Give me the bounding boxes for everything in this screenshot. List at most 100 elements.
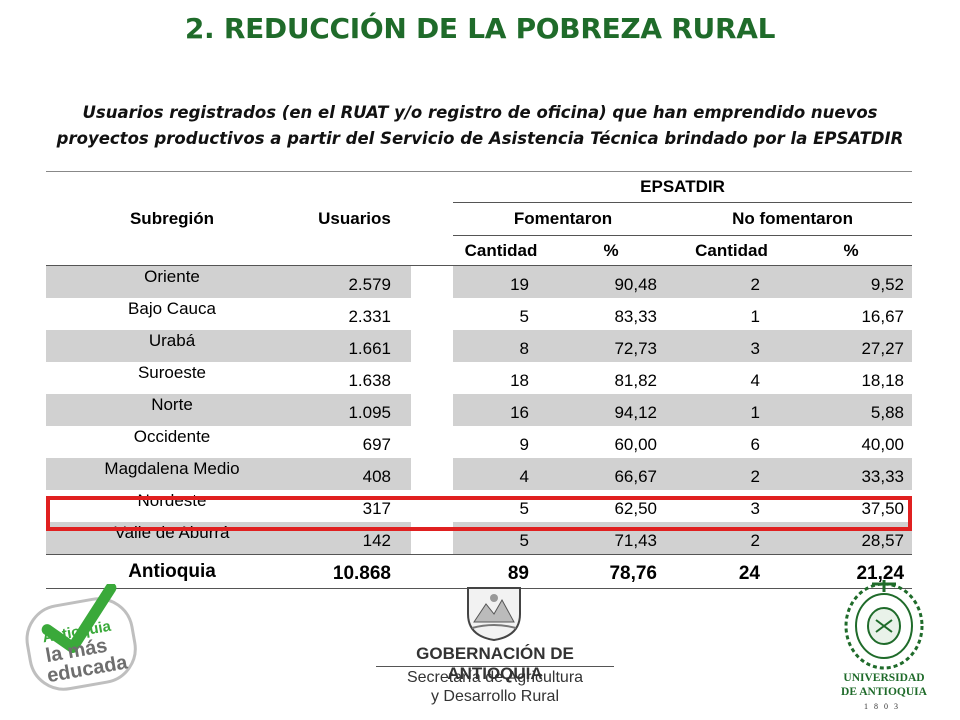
cell-subregion: Oriente — [46, 265, 298, 298]
cell-nofom-pct: 5,88 — [790, 394, 913, 426]
cell-usuarios: 1.661 — [298, 330, 411, 362]
gobernacion-rule — [376, 666, 614, 667]
table-row: Urabá 1.661 8 72,73 3 27,27 — [46, 330, 913, 362]
cell-fom-cantidad: 18 — [510, 371, 529, 390]
cell-subregion: Magdalena Medio — [46, 458, 298, 490]
caption-line-2: proyectos productivos a partir del Servi… — [56, 129, 904, 148]
udea-logo: UNIVERSIDAD DE ANTIOQUIA 1803 — [828, 576, 940, 716]
cell-fom-pct: 78,76 — [549, 554, 673, 589]
header-nofom-cantidad: Cantidad — [673, 235, 790, 266]
cell-fom-cantidad: 5 — [453, 522, 549, 555]
cell-fom-pct: 72,73 — [549, 330, 673, 362]
table-row: Bajo Cauca 2.331 5 83,33 1 16,67 — [46, 298, 912, 330]
cell-usuarios: 142 — [298, 522, 411, 555]
cell-gap — [411, 458, 453, 490]
cell-subregion: Nordeste — [137, 491, 207, 510]
udea-name-2: DE ANTIOQUIA — [841, 686, 927, 698]
cell-gap — [411, 522, 453, 555]
udea-year: 1803 — [864, 702, 904, 711]
cell-usuarios: 408 — [298, 458, 411, 490]
slide-title: 2. REDUCCIÓN DE LA POBREZA RURAL — [184, 12, 776, 45]
cell-gap — [411, 265, 453, 298]
table-row: Valle de Aburrá 142 5 71,43 2 28,57 — [46, 522, 913, 555]
header-no-fomentaron: No fomentaron — [673, 202, 913, 236]
cell-fom-cantidad: 19 — [453, 265, 549, 298]
gobernacion-name: GOBERNACIÓN DE ANTIOQUIA — [416, 644, 574, 683]
cell-nofom-pct: 27,27 — [790, 330, 913, 362]
data-table: Subregión Usuarios EPSATDIR Fomentaron N… — [46, 171, 913, 589]
table-row: Occidente 697 9 60,00 6 40,00 — [46, 426, 912, 458]
cell-usuarios: 317 — [362, 499, 391, 518]
udea-name-1: UNIVERSIDAD — [843, 672, 925, 684]
cell-nofom-cantidad: 2 — [673, 265, 790, 298]
cell-fom-pct: 66,67 — [549, 458, 673, 490]
cell-fom-pct: 81,82 — [614, 371, 657, 390]
cell-fom-cantidad: 5 — [519, 307, 529, 326]
table-row: Oriente 2.579 19 90,48 2 9,52 — [46, 265, 913, 298]
cell-nofom-pct: 18,18 — [861, 371, 905, 390]
cell-nofom-cantidad: 2 — [673, 522, 790, 555]
cell-nofom-cantidad: 24 — [673, 554, 790, 589]
cell-usuarios: 2.579 — [298, 265, 411, 298]
cell-fom-pct: 62,50 — [614, 499, 657, 518]
cell-subregion: Urabá — [46, 330, 298, 362]
cell-nofom-pct: 33,33 — [790, 458, 913, 490]
header-usuarios: Usuarios — [298, 171, 411, 266]
cell-usuarios: 1.638 — [348, 371, 391, 390]
antioquia-educada-logo: Antioquia la más educada — [20, 582, 142, 702]
gobernacion-sub2: y Desarrollo Rural — [430, 688, 560, 705]
gobernacion-sub1: Secretaría de Agricultura — [406, 669, 584, 686]
cell-fom-cantidad: 9 — [519, 435, 529, 454]
cell-gap — [411, 426, 453, 458]
header-gap — [411, 171, 453, 266]
cell-nofom-cantidad: 3 — [750, 499, 760, 518]
table-row: Norte 1.095 16 94,12 1 5,88 — [46, 394, 913, 426]
cell-subregion: Occidente — [133, 427, 211, 446]
cell-nofom-cantidad: 2 — [673, 458, 790, 490]
cell-usuarios: 10.868 — [298, 554, 411, 589]
cell-fom-pct: 71,43 — [549, 522, 673, 555]
table-caption: Usuarios registrados (en el RUAT y/o reg… — [20, 100, 940, 152]
cell-gap — [411, 330, 453, 362]
cell-nofom-pct: 28,57 — [790, 522, 913, 555]
cell-gap — [411, 490, 453, 522]
table-row: Magdalena Medio 408 4 66,67 2 33,33 — [46, 458, 913, 490]
cell-fom-pct: 60,00 — [614, 435, 657, 454]
cell-subregion: Valle de Aburrá — [46, 522, 298, 555]
cell-subregion: Bajo Cauca — [128, 299, 216, 318]
cell-nofom-pct: 16,67 — [861, 307, 905, 326]
cell-gap — [411, 554, 453, 589]
cell-nofom-cantidad: 3 — [673, 330, 790, 362]
cell-nofom-cantidad: 6 — [750, 435, 760, 454]
total-row: Antioquia 10.868 89 78,76 24 21,24 — [46, 554, 913, 589]
cell-gap — [411, 362, 453, 394]
cell-fom-pct: 90,48 — [549, 265, 673, 298]
header-fom-cantidad: Cantidad — [453, 235, 549, 266]
gobernacion-logo: GOBERNACIÓN DE ANTIOQUIA Secretaría de A… — [370, 574, 620, 705]
cell-subregion: Antioquia — [46, 554, 298, 589]
cell-nofom-pct: 37,50 — [861, 499, 905, 518]
cell-nofom-cantidad: 1 — [673, 394, 790, 426]
header-subregion: Subregión — [46, 171, 298, 266]
udea-seal-icon — [844, 580, 924, 670]
cell-nofom-cantidad: 4 — [750, 371, 760, 390]
cell-fom-cantidad: 16 — [453, 394, 549, 426]
cell-nofom-pct: 21,24 — [790, 554, 913, 589]
cell-usuarios: 2.331 — [348, 307, 391, 326]
cell-fom-cantidad: 8 — [453, 330, 549, 362]
table-container: Subregión Usuarios EPSATDIR Fomentaron N… — [46, 171, 913, 589]
table-body: Oriente 2.579 19 90,48 2 9,52 Bajo Cauca 2.331 5… — [46, 265, 913, 589]
cell-nofom-pct: 40,00 — [861, 435, 905, 454]
cell-fom-cantidad: 4 — [453, 458, 549, 490]
cell-nofom-pct: 9,52 — [790, 265, 913, 298]
coat-of-arms-icon — [467, 587, 521, 642]
cell-fom-cantidad: 5 — [519, 499, 529, 518]
cell-fom-pct: 94,12 — [549, 394, 673, 426]
header-nofom-pct: % — [790, 235, 913, 266]
header-fom-pct: % — [549, 235, 673, 266]
cell-subregion: Suroeste — [137, 363, 207, 382]
cell-nofom-cantidad: 1 — [750, 307, 760, 326]
header-epsatdir: EPSATDIR — [453, 171, 913, 203]
caption-line-1: Usuarios registrados (en el RUAT y/o reg… — [82, 103, 878, 122]
cell-gap — [411, 394, 453, 426]
